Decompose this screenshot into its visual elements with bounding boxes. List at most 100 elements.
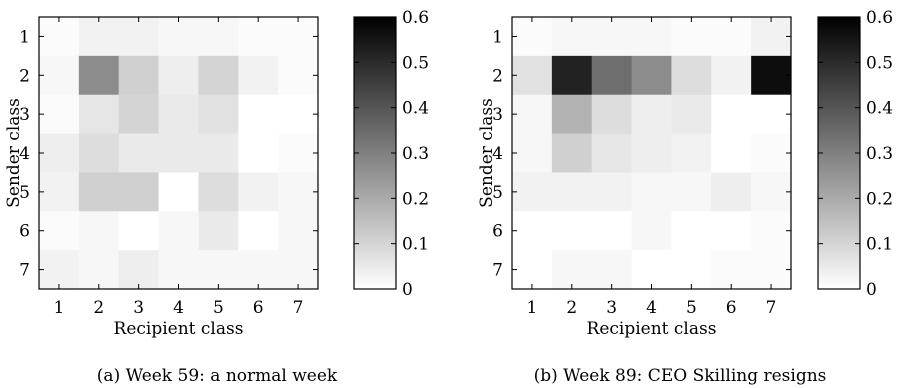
- heatmap-cell-r3-c7: [751, 95, 791, 134]
- x-axis-label: Recipient class: [587, 319, 717, 339]
- colorbar-tick-label: 0.5: [402, 53, 429, 73]
- heatmap-cell-r3-c3: [592, 95, 632, 134]
- heatmap-cell-r3-c5: [198, 95, 238, 134]
- x-tick-label: 4: [173, 298, 184, 318]
- heatmap-cell-r1-c5: [671, 17, 711, 56]
- y-axis-label: Sender class: [4, 98, 24, 208]
- colorbar-tick-label: 0.4: [866, 99, 893, 119]
- heatmap-cell-r3-c7: [278, 95, 318, 134]
- heatmap-cell-r2-c3: [119, 56, 159, 95]
- y-tick-label: 2: [492, 66, 503, 86]
- figure-caption: (b) Week 89: CEO Skilling resigns: [534, 366, 827, 386]
- heatmap-cell-r1-c4: [159, 17, 199, 56]
- heatmap-cell-r7-c4: [632, 250, 672, 289]
- heatmap-cell-r5-c7: [278, 172, 318, 211]
- heatmap-cell-r3-c6: [711, 95, 751, 134]
- heatmap-cell-r4-c1: [512, 134, 552, 173]
- heatmap-cell-r2-c4: [632, 56, 672, 95]
- heatmap-cell-r2-c6: [238, 56, 278, 95]
- heatmap-cell-r5-c3: [592, 172, 632, 211]
- x-tick-label: 1: [54, 298, 65, 318]
- heatmap-cell-r7-c3: [119, 250, 159, 289]
- heatmap-cell-r1-c6: [238, 17, 278, 56]
- y-tick-label: 6: [492, 222, 503, 242]
- x-tick-label: 3: [606, 298, 617, 318]
- heatmap-cell-r7-c5: [198, 250, 238, 289]
- heatmap-cell-r7-c2: [552, 250, 592, 289]
- heatmap-cell-r2-c1: [512, 56, 552, 95]
- y-tick-label: 7: [492, 261, 503, 281]
- heatmap-cell-r3-c1: [39, 95, 79, 134]
- heatmap-cell-r6-c2: [79, 211, 119, 250]
- heatmap-cell-r1-c3: [592, 17, 632, 56]
- heatmap-cell-r3-c2: [552, 95, 592, 134]
- y-axis-label: Sender class: [477, 98, 497, 208]
- heatmap-cell-r2-c6: [711, 56, 751, 95]
- x-tick-label: 1: [527, 298, 538, 318]
- heatmap-cell-r6-c7: [751, 211, 791, 250]
- colorbar: [354, 17, 396, 289]
- heatmap-cell-r4-c4: [159, 134, 199, 173]
- heatmap-cell-r3-c3: [119, 95, 159, 134]
- heatmap-cell-r5-c3: [119, 172, 159, 211]
- heatmap-cell-r4-c2: [552, 134, 592, 173]
- heatmap-cell-r5-c6: [711, 172, 751, 211]
- heatmap-cell-r2-c4: [159, 56, 199, 95]
- heatmap-cell-r4-c6: [711, 134, 751, 173]
- heatmap-cell-r7-c6: [238, 250, 278, 289]
- heatmap-cell-r7-c6: [711, 250, 751, 289]
- heatmap-cell-r5-c1: [512, 172, 552, 211]
- heatmap-cell-r2-c3: [592, 56, 632, 95]
- heatmap-cell-r7-c5: [671, 250, 711, 289]
- heatmap-cell-r6-c4: [632, 211, 672, 250]
- y-tick-label: 2: [19, 66, 30, 86]
- x-tick-label: 7: [766, 298, 777, 318]
- heatmap-cell-r5-c2: [552, 172, 592, 211]
- heatmap-cell-r4-c5: [671, 134, 711, 173]
- heatmap-cell-r1-c7: [751, 17, 791, 56]
- heatmap-cell-r1-c6: [711, 17, 751, 56]
- x-tick-label: 5: [686, 298, 697, 318]
- heatmap-cell-r5-c5: [671, 172, 711, 211]
- x-tick-label: 4: [646, 298, 657, 318]
- heatmap-cell-r1-c2: [79, 17, 119, 56]
- colorbar-tick-label: 0: [402, 280, 413, 300]
- heatmap-cell-r2-c5: [671, 56, 711, 95]
- heatmap-cell-r5-c4: [159, 172, 199, 211]
- heatmap-cell-r2-c7: [278, 56, 318, 95]
- heatmap-cell-r3-c5: [671, 95, 711, 134]
- heatmap-cell-r1-c5: [198, 17, 238, 56]
- x-tick-label: 2: [566, 298, 577, 318]
- heatmap-cell-r3-c4: [632, 95, 672, 134]
- heatmap-cell-r4-c3: [119, 134, 159, 173]
- heatmap-cell-r3-c2: [79, 95, 119, 134]
- x-tick-label: 3: [133, 298, 144, 318]
- colorbar-tick-label: 0: [866, 280, 877, 300]
- colorbar-tick-label: 0.1: [866, 235, 893, 255]
- heatmap-cell-r4-c5: [198, 134, 238, 173]
- heatmap-cell-r3-c1: [512, 95, 552, 134]
- x-axis-label: Recipient class: [114, 319, 244, 339]
- heatmap-cell-r6-c4: [159, 211, 199, 250]
- x-tick-label: 5: [213, 298, 224, 318]
- heatmap-cell-r5-c4: [632, 172, 672, 211]
- heatmap-cell-r6-c1: [512, 211, 552, 250]
- x-tick-label: 6: [726, 298, 737, 318]
- heatmap-cell-r4-c2: [79, 134, 119, 173]
- heatmap-cell-r5-c6: [238, 172, 278, 211]
- heatmap-cell-r7-c4: [159, 250, 199, 289]
- heatmap-cell-r1-c2: [552, 17, 592, 56]
- colorbar-tick-label: 0.4: [402, 99, 429, 119]
- heatmap-cell-r6-c6: [238, 211, 278, 250]
- heatmap-cell-r2-c7: [751, 56, 791, 95]
- heatmap-cell-r2-c5: [198, 56, 238, 95]
- heatmap-cell-r1-c3: [119, 17, 159, 56]
- heatmap-cell-r7-c1: [512, 250, 552, 289]
- heatmap-cell-r1-c1: [512, 17, 552, 56]
- x-tick-label: 2: [93, 298, 104, 318]
- heatmap-cell-r5-c1: [39, 172, 79, 211]
- heatmap-cell-r2-c2: [79, 56, 119, 95]
- x-tick-label: 7: [293, 298, 304, 318]
- heatmap-cell-r5-c5: [198, 172, 238, 211]
